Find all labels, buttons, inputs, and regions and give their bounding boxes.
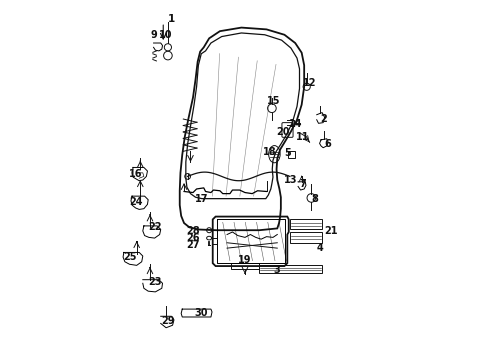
Text: 28: 28 (186, 226, 200, 236)
Text: 13: 13 (284, 175, 297, 185)
Text: 25: 25 (123, 252, 136, 262)
Text: 8: 8 (312, 194, 318, 204)
Text: 2: 2 (320, 114, 327, 124)
Text: 5: 5 (285, 148, 292, 158)
Text: 6: 6 (324, 139, 331, 149)
Text: 19: 19 (238, 255, 251, 265)
Text: 22: 22 (148, 222, 161, 232)
Text: 7: 7 (299, 179, 306, 189)
Text: 20: 20 (277, 127, 290, 136)
Text: 16: 16 (129, 168, 143, 179)
Text: 3: 3 (273, 265, 280, 275)
Text: 9: 9 (150, 30, 157, 40)
Text: 12: 12 (303, 78, 317, 88)
Text: 23: 23 (148, 277, 161, 287)
Text: 11: 11 (295, 132, 309, 142)
Text: 4: 4 (317, 243, 324, 253)
Text: 1: 1 (168, 14, 175, 24)
Text: 27: 27 (186, 240, 200, 250)
Text: 29: 29 (161, 316, 174, 325)
Text: 17: 17 (195, 194, 208, 204)
Text: 24: 24 (129, 197, 143, 207)
Text: 10: 10 (159, 30, 173, 40)
Text: 14: 14 (289, 120, 302, 129)
Text: 15: 15 (267, 96, 280, 106)
Text: 26: 26 (186, 233, 200, 243)
Text: 21: 21 (324, 226, 338, 236)
Text: 18: 18 (263, 147, 276, 157)
Text: 30: 30 (195, 308, 208, 318)
